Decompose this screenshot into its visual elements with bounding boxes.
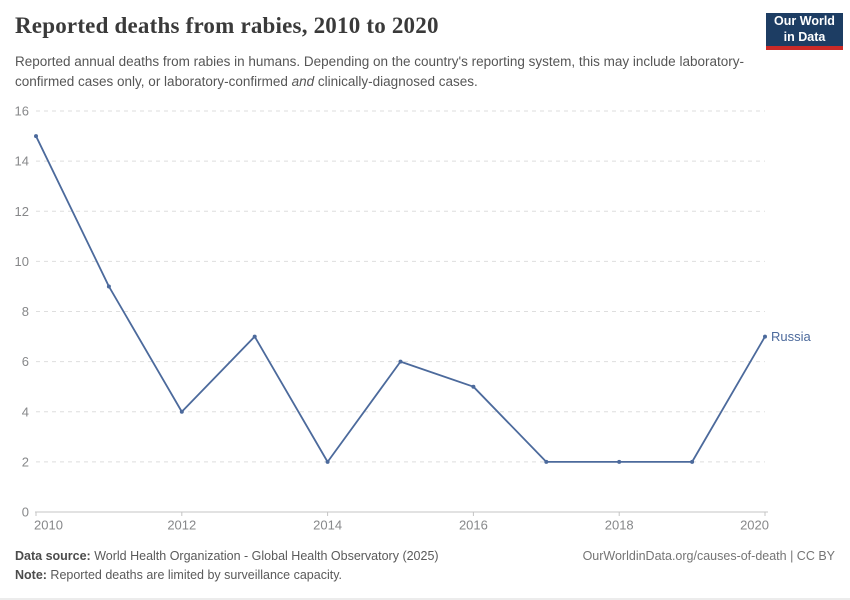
chart-subtitle: Reported annual deaths from rabies in hu… bbox=[15, 52, 750, 91]
line-chart: 0 2 4 6 8 10 12 14 16 2010 2012 2014 2016 2018 2020 Rus… bbox=[15, 104, 812, 533]
y-tick-label: 14 bbox=[15, 154, 29, 169]
page-title: Reported deaths from rabies, 2010 to 202… bbox=[15, 13, 439, 38]
credit-link[interactable]: OurWorldinData.org/causes-of-death | CC … bbox=[582, 549, 835, 563]
y-tick-label: 10 bbox=[15, 254, 29, 269]
data-point[interactable] bbox=[763, 334, 767, 339]
note-line: Note: Reported deaths are limited by sur… bbox=[15, 568, 342, 582]
data-point[interactable] bbox=[325, 459, 330, 464]
data-point[interactable] bbox=[179, 409, 184, 414]
data-line[interactable] bbox=[35, 135, 766, 463]
x-tick-label: 2014 bbox=[313, 518, 342, 533]
data-source-line: Data source: World Health Organization -… bbox=[15, 549, 439, 563]
owid-logo[interactable]: Our World in Data bbox=[766, 13, 843, 50]
subtitle-italic-text: and bbox=[291, 73, 315, 89]
data-point[interactable] bbox=[617, 459, 622, 464]
data-point[interactable] bbox=[398, 359, 403, 364]
data-point[interactable] bbox=[544, 459, 549, 464]
series-label[interactable]: Russia bbox=[771, 329, 812, 344]
y-tick-label: 16 bbox=[15, 104, 29, 119]
chart-footer: Data source: World Health Organization -… bbox=[15, 549, 835, 582]
subtitle-text: Reported annual deaths from rabies in hu… bbox=[15, 54, 744, 89]
y-tick-label: 0 bbox=[22, 505, 29, 520]
note-label: Note: bbox=[15, 568, 47, 582]
data-point[interactable] bbox=[252, 334, 257, 339]
x-tick-label: 2016 bbox=[459, 518, 488, 533]
logo-line1: Our World bbox=[774, 13, 835, 28]
data-source-label: Data source: bbox=[15, 549, 91, 563]
data-point[interactable] bbox=[106, 284, 111, 289]
data-point[interactable] bbox=[471, 384, 476, 389]
data-point[interactable] bbox=[34, 134, 38, 139]
y-tick-label: 4 bbox=[22, 404, 29, 419]
subtitle-text-end: clinically-diagnosed cases. bbox=[314, 73, 478, 89]
logo-line2: in Data bbox=[783, 29, 826, 44]
data-source-text: World Health Organization - Global Healt… bbox=[90, 549, 439, 563]
y-tick-label: 2 bbox=[22, 454, 29, 469]
x-tick-label: 2018 bbox=[605, 518, 634, 533]
note-text: Reported deaths are limited by surveilla… bbox=[46, 568, 343, 582]
bottom-divider bbox=[0, 598, 850, 600]
data-point[interactable] bbox=[690, 459, 695, 464]
x-tick-label: 2012 bbox=[167, 518, 196, 533]
x-tick-label: 2020 bbox=[740, 518, 769, 533]
y-tick-label: 6 bbox=[22, 354, 29, 369]
x-tick-label: 2010 bbox=[34, 518, 63, 533]
y-tick-label: 12 bbox=[15, 204, 29, 219]
y-tick-label: 8 bbox=[22, 304, 29, 319]
